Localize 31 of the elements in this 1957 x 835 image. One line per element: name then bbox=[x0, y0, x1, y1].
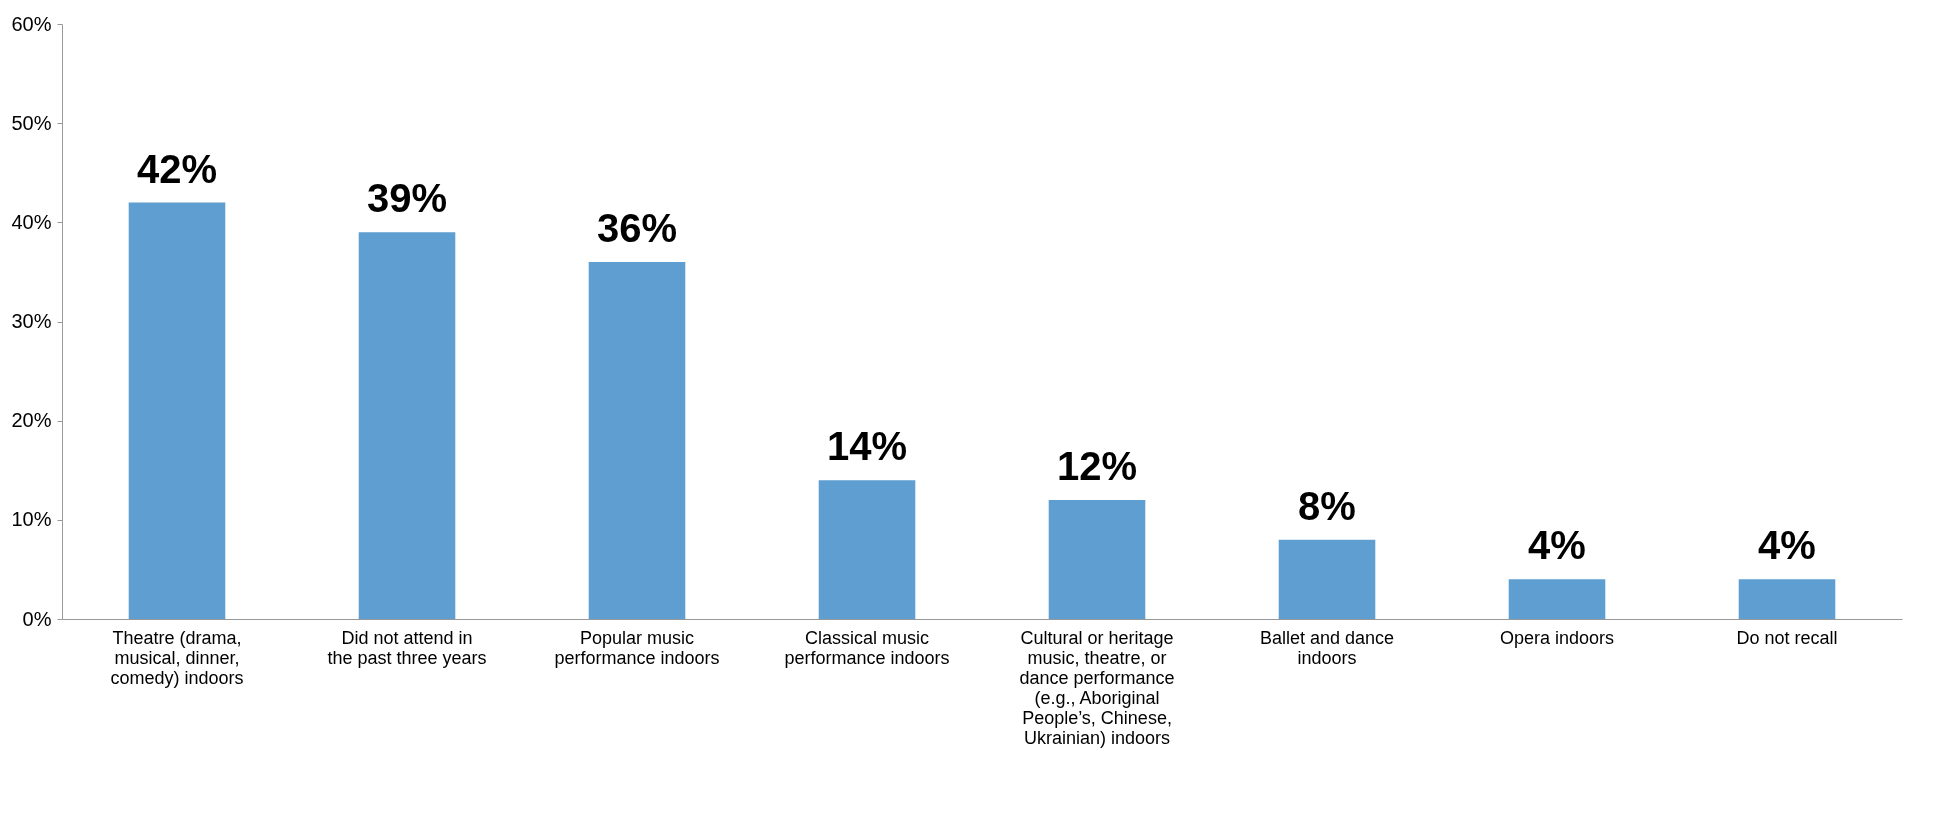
data-label: 4% bbox=[1528, 523, 1586, 568]
x-tick-label: Popular music performance indoors bbox=[554, 627, 720, 668]
y-tick-label: 60% bbox=[11, 12, 52, 35]
data-label: 8% bbox=[1298, 483, 1356, 528]
data-label: 39% bbox=[366, 176, 448, 221]
x-tick-label: Classical music performance indoors bbox=[784, 627, 950, 668]
y-tick-label: 40% bbox=[11, 210, 52, 233]
bar bbox=[1738, 579, 1836, 619]
bar bbox=[818, 480, 916, 619]
y-tick-label: 10% bbox=[11, 508, 52, 531]
y-tick-label: 0% bbox=[22, 607, 52, 630]
y-tick-label: 50% bbox=[11, 111, 52, 134]
data-label: 4% bbox=[1758, 523, 1816, 568]
bar bbox=[588, 262, 686, 619]
bar bbox=[358, 232, 456, 619]
bar bbox=[1278, 539, 1376, 619]
x-tick-label: Ballet and dance indoors bbox=[1259, 627, 1395, 668]
x-tick-label: Theatre (drama, musical, dinner, comedy) indoors bbox=[110, 627, 244, 688]
data-label: 36% bbox=[596, 206, 678, 250]
bar bbox=[1048, 500, 1146, 619]
x-tick-label: Opera indoors bbox=[1499, 627, 1615, 648]
x-tick-label: Did not attend in the past three years bbox=[327, 627, 487, 668]
data-label: 14% bbox=[826, 424, 908, 469]
bar bbox=[128, 202, 226, 619]
x-tick-label: Cultural or heritage music, theatre, or dance performance (e.g., Aboriginal People’s, Chinese, Ukrainian) indoors bbox=[1019, 627, 1175, 748]
y-tick-label: 30% bbox=[11, 310, 52, 332]
y-tick-label: 20% bbox=[11, 409, 52, 432]
bar bbox=[1508, 579, 1606, 619]
data-label: 12% bbox=[1056, 444, 1138, 488]
x-tick-label: Do not recall bbox=[1736, 627, 1838, 648]
data-label: 42% bbox=[136, 146, 218, 191]
